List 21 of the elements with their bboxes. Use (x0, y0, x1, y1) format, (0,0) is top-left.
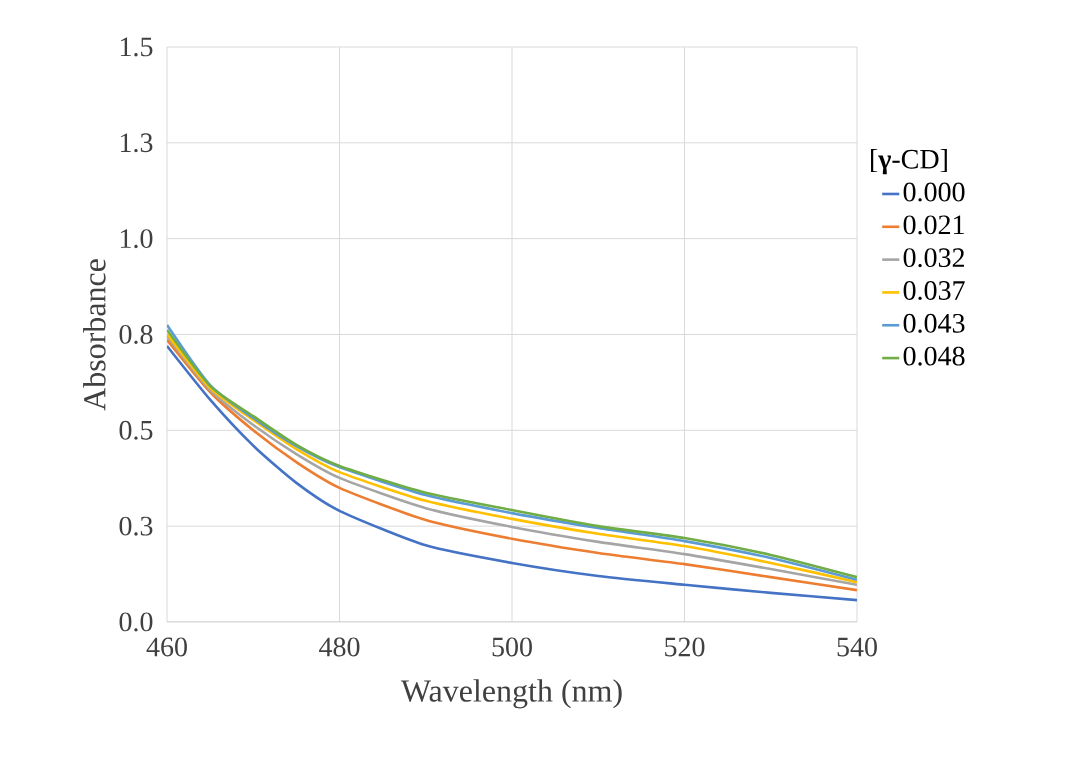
legend-title: [γ-CD] (871, 148, 947, 175)
x-tick-label: 460 (146, 637, 187, 657)
legend-label: 0.021 (903, 215, 964, 235)
legend-label: 0.043 (903, 313, 965, 333)
y-tick-label: 0.5 (119, 420, 153, 440)
legend-label: 0.000 (903, 182, 965, 202)
x-tick-label: 540 (837, 637, 877, 657)
legend-label: 0.048 (903, 346, 965, 366)
x-tick-label: 500 (492, 637, 532, 657)
legend-label: 0.037 (903, 281, 965, 301)
y-tick-label: 1.5 (120, 37, 153, 57)
y-tick-label: 0.0 (119, 612, 153, 632)
y-axis-title: Absorbance (83, 259, 106, 411)
y-tick-label: 0.3 (119, 516, 153, 536)
x-axis-title: Wavelength (nm) (400, 679, 622, 709)
x-tick-label: 520 (665, 637, 705, 657)
y-tick-label: 0.8 (119, 324, 153, 344)
legend-label: 0.032 (903, 248, 965, 268)
y-tick-label: 1.0 (120, 229, 153, 249)
x-tick-label: 480 (319, 637, 360, 657)
y-tick-label: 1.3 (120, 133, 153, 153)
